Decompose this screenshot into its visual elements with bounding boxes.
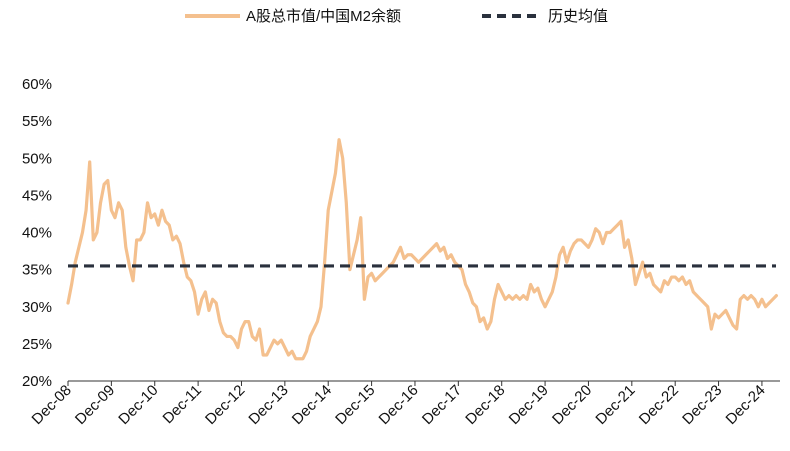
x-tick-label: Dec-11 xyxy=(160,382,205,427)
x-tick-label: Dec-22 xyxy=(636,382,682,428)
x-tick-label: Dec-15 xyxy=(332,382,378,428)
y-tick-label: 45% xyxy=(22,187,52,204)
series-line-ratio xyxy=(66,138,778,361)
y-tick-label: 60% xyxy=(22,76,52,93)
x-tick-label: Dec-19 xyxy=(506,382,552,428)
x-tick-label: Dec-17 xyxy=(419,382,465,428)
x-tick-label: Dec-23 xyxy=(679,382,725,428)
y-tick-label: 30% xyxy=(22,299,52,316)
x-tick-label: Dec-20 xyxy=(549,382,595,428)
x-axis-ticks: Dec-08Dec-09Dec-10Dec-11Dec-12Dec-13Dec-… xyxy=(29,381,769,428)
y-tick-label: 50% xyxy=(22,150,52,167)
x-tick-label: Dec-12 xyxy=(202,382,248,428)
series-layer xyxy=(66,138,778,361)
y-axis-ticks: 20% 25% 30% 35% 40% 45% 50% 55% 60% xyxy=(22,76,52,390)
x-tick-label: Dec-21 xyxy=(592,382,638,428)
legend: A股总市值/中国M2余额 历史均值 xyxy=(185,7,608,25)
y-tick-label: 25% xyxy=(22,336,52,353)
x-tick-label: Dec-16 xyxy=(376,382,422,428)
y-tick-label: 35% xyxy=(22,262,52,279)
x-tick-label: Dec-09 xyxy=(72,382,118,428)
x-tick-label: Dec-13 xyxy=(245,382,291,428)
legend-label-historical-mean: 历史均值 xyxy=(548,8,608,25)
y-tick-label: 55% xyxy=(22,113,52,130)
x-tick-label: Dec-18 xyxy=(462,382,508,428)
y-tick-label: 40% xyxy=(22,225,52,242)
legend-label-ratio: A股总市值/中国M2余额 xyxy=(246,7,401,25)
x-tick-label: Dec-14 xyxy=(289,382,335,428)
x-tick-label: Dec-24 xyxy=(723,382,769,428)
x-tick-label: Dec-10 xyxy=(115,382,161,428)
y-tick-label: 20% xyxy=(22,373,52,390)
